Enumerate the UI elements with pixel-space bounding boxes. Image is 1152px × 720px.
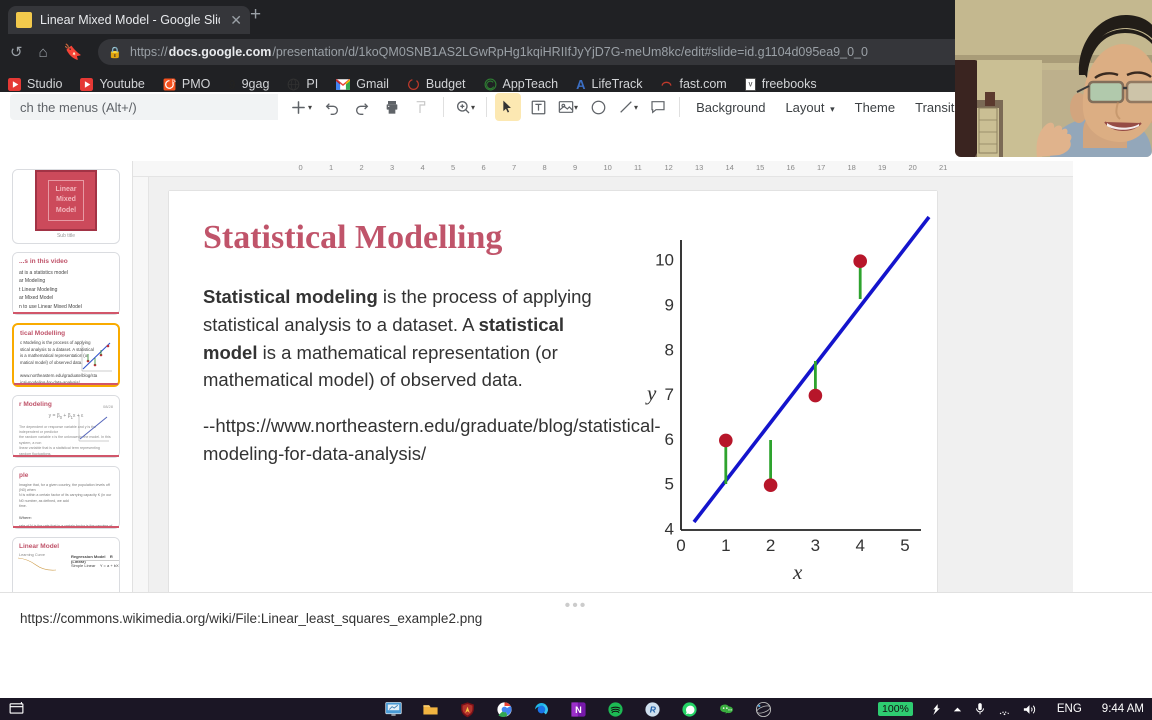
svg-text:8: 8 bbox=[665, 340, 674, 359]
svg-text:N: N bbox=[575, 705, 582, 715]
svg-text:4: 4 bbox=[665, 520, 674, 539]
svg-text:0: 0 bbox=[676, 536, 685, 555]
svg-text:y: y bbox=[645, 381, 657, 405]
svg-text:1: 1 bbox=[721, 536, 730, 555]
svg-text:R: R bbox=[650, 704, 657, 714]
svg-text:x: x bbox=[792, 560, 803, 584]
svg-text:5: 5 bbox=[900, 536, 909, 555]
svg-text:V: V bbox=[748, 82, 752, 88]
svg-text:9: 9 bbox=[665, 296, 674, 315]
svg-text:2: 2 bbox=[766, 536, 775, 555]
svg-text:3: 3 bbox=[811, 536, 820, 555]
svg-text:7: 7 bbox=[665, 385, 674, 404]
svg-text:4: 4 bbox=[855, 536, 864, 555]
svg-text:10: 10 bbox=[655, 251, 674, 270]
svg-text:5: 5 bbox=[665, 475, 674, 494]
svg-text:6: 6 bbox=[665, 430, 674, 449]
